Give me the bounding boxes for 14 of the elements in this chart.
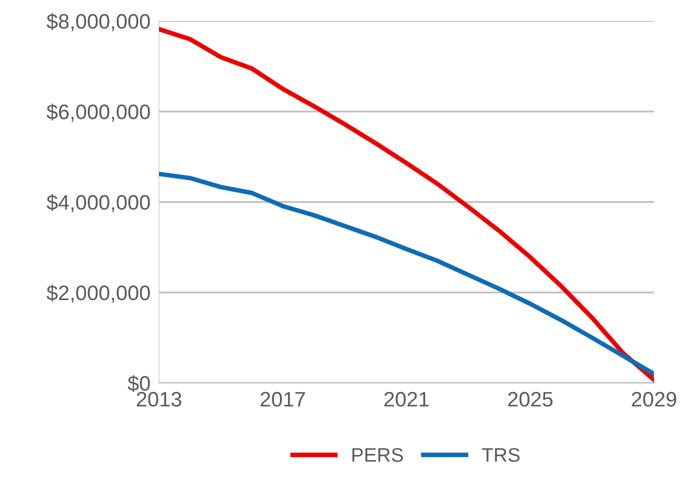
x-tick-label: 2013 xyxy=(136,392,182,407)
y-tick-label: $4,000,000 xyxy=(46,194,150,212)
line-series xyxy=(159,26,654,382)
x-tick-label: 2029 xyxy=(632,392,676,407)
legend-label: PERS xyxy=(352,448,403,462)
x-tick-label: 2025 xyxy=(508,392,553,407)
y-tick-label: $6,000,000 xyxy=(46,104,150,122)
line-series xyxy=(159,172,654,376)
legend-label: TRS xyxy=(482,448,520,462)
y-tick-label: $8,000,000 xyxy=(46,13,150,32)
x-tick-label: 2017 xyxy=(260,392,305,407)
y-tick-label: $2,000,000 xyxy=(46,284,150,303)
x-tick-label: 2021 xyxy=(384,392,429,407)
y-tick-label: $0 xyxy=(128,375,150,392)
